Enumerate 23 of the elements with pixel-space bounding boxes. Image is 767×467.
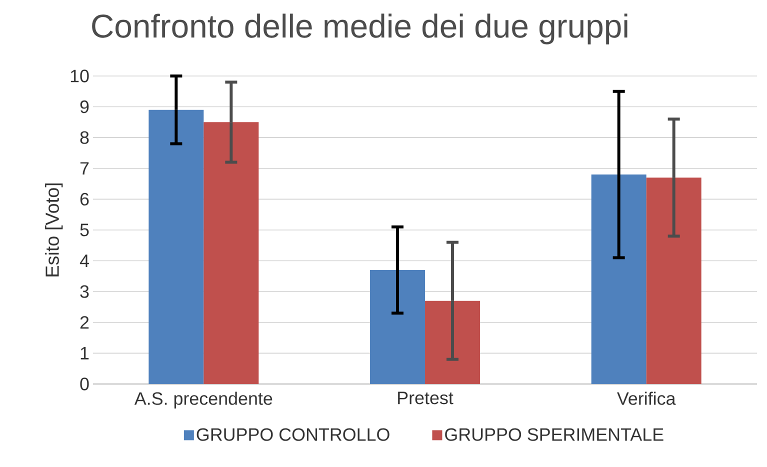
chart-title: Confronto delle medie dei due gruppi: [92, 14, 628, 44]
y-tick-label: 8: [80, 131, 89, 144]
bar: [591, 174, 646, 384]
legend-label: GRUPPO CONTROLLO: [196, 428, 390, 441]
y-tick-label: 4: [80, 254, 89, 267]
y-tick-label: 5: [80, 224, 89, 236]
y-tick-label: 10: [70, 70, 89, 82]
y-tick-label: 9: [80, 100, 89, 114]
x-tick-label: A.S. precendente: [134, 392, 272, 408]
x-tick-label: Pretest: [398, 392, 454, 404]
x-tick-label: Verifica: [617, 392, 676, 405]
y-axis-title: Esito [Voto]: [45, 183, 63, 276]
y-tick-label: 2: [80, 316, 89, 329]
y-tick-label: 6: [80, 192, 89, 206]
y-tick-label: 1: [80, 347, 89, 360]
bar: [204, 122, 259, 384]
bar: [148, 110, 204, 384]
y-tick-label: 7: [80, 162, 89, 175]
y-tick-label: 0: [80, 378, 89, 390]
bar: [370, 270, 426, 384]
y-tick-label: 3: [80, 285, 89, 298]
legend-label: GRUPPO SPERIMENTALE: [445, 428, 664, 441]
bar: [646, 178, 702, 384]
